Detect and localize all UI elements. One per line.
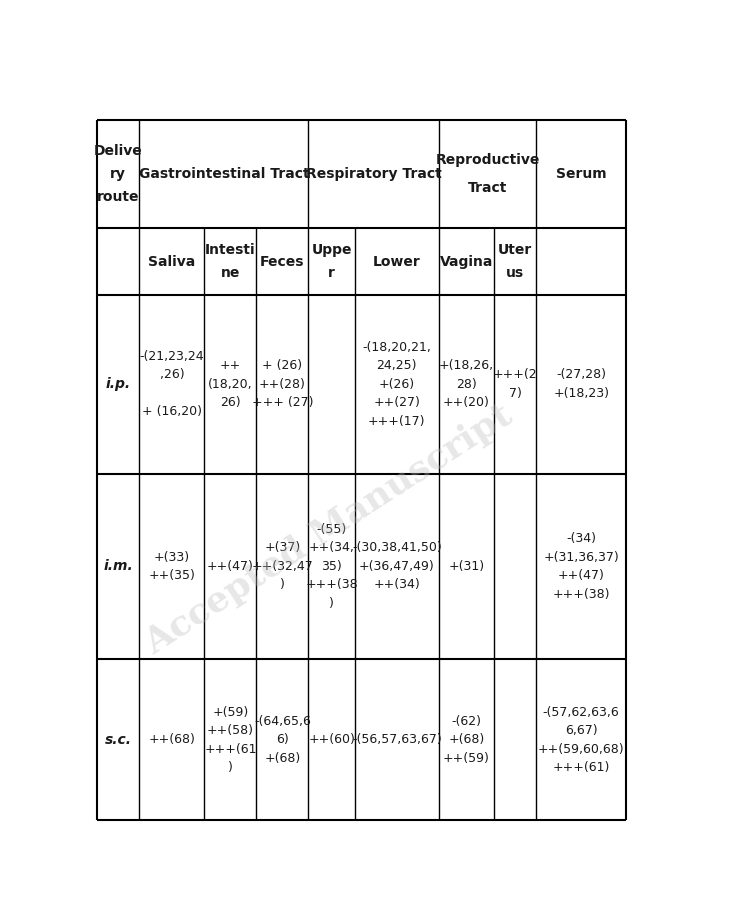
Text: Uppe
r: Uppe r	[312, 243, 352, 280]
Text: -(21,23,24
,26)

+ (16,20): -(21,23,24 ,26) + (16,20)	[139, 350, 204, 419]
Text: ++(47): ++(47)	[207, 560, 254, 573]
Text: Vagina: Vagina	[439, 255, 493, 268]
Text: +(33)
++(35): +(33) ++(35)	[148, 551, 196, 582]
Text: Lower: Lower	[373, 255, 420, 268]
Text: Serum: Serum	[556, 167, 607, 181]
Text: Gastrointestinal Tract: Gastrointestinal Tract	[139, 167, 310, 181]
Text: -(57,62,63,6
6,67)
++(59,60,68)
+++(61): -(57,62,63,6 6,67) ++(59,60,68) +++(61)	[538, 705, 624, 774]
Text: Delive
ry
route: Delive ry route	[93, 144, 142, 204]
Text: -(27,28)
+(18,23): -(27,28) +(18,23)	[553, 369, 610, 400]
Text: Accepted Manuscript: Accepted Manuscript	[139, 398, 519, 662]
Text: s.c.: s.c.	[104, 733, 131, 747]
Text: ++(68): ++(68)	[148, 733, 196, 746]
Text: Feces: Feces	[260, 255, 304, 268]
Text: -(18,20,21,
24,25)
+(26)
++(27)
+++(17): -(18,20,21, 24,25) +(26) ++(27) +++(17)	[362, 340, 431, 428]
Text: +(59)
++(58)
+++(61
): +(59) ++(58) +++(61 )	[204, 705, 257, 774]
Text: ++(60): ++(60)	[308, 733, 355, 746]
Text: Uter
us: Uter us	[498, 243, 532, 280]
Text: -(30,38,41,50)
+(36,47,49)
++(34): -(30,38,41,50) +(36,47,49) ++(34)	[352, 541, 442, 592]
Text: -(56,57,63,67): -(56,57,63,67)	[352, 733, 442, 746]
Text: i.p.: i.p.	[106, 378, 131, 391]
Text: Respiratory Tract: Respiratory Tract	[306, 167, 442, 181]
Text: Intesti
ne: Intesti ne	[205, 243, 256, 280]
Text: -(34)
+(31,36,37)
++(47)
+++(38): -(34) +(31,36,37) ++(47) +++(38)	[543, 532, 619, 601]
Text: + (26)
++(28)
+++ (27): + (26) ++(28) +++ (27)	[252, 359, 313, 410]
Text: i.m.: i.m.	[103, 560, 133, 573]
Text: Reproductive
Tract: Reproductive Tract	[435, 154, 539, 195]
Text: -(55)
++(34,
35)
+++(38
): -(55) ++(34, 35) +++(38 )	[305, 523, 358, 610]
Text: +(18,26,
28)
++(20): +(18,26, 28) ++(20)	[439, 359, 494, 410]
Text: +(31): +(31)	[448, 560, 485, 573]
Text: Saliva: Saliva	[148, 255, 196, 268]
Text: -(62)
+(68)
++(59): -(62) +(68) ++(59)	[443, 715, 490, 764]
Text: ++
(18,20,
26): ++ (18,20, 26)	[208, 359, 253, 410]
Text: -(64,65,6
6)
+(68): -(64,65,6 6) +(68)	[254, 715, 311, 764]
Text: +(37)
++(32,47
): +(37) ++(32,47 )	[252, 541, 313, 592]
Text: +++(2
7): +++(2 7)	[493, 369, 537, 400]
